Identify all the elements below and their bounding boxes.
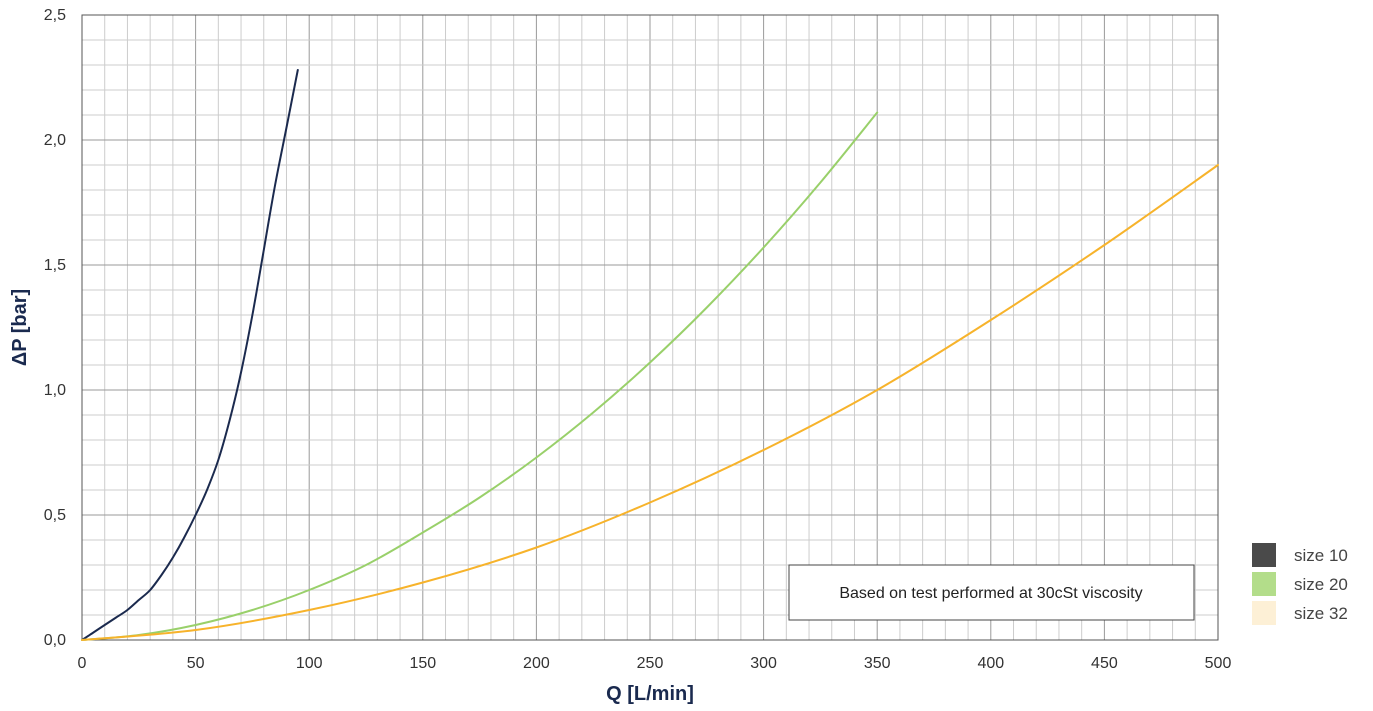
- legend-label: size 32: [1294, 604, 1348, 623]
- x-tick-label: 50: [187, 655, 205, 672]
- y-tick-labels: 0,0 0,5 1,0 1,5 2,0 2,5: [44, 7, 66, 649]
- x-tick-label: 150: [409, 655, 436, 672]
- x-tick-label: 400: [977, 655, 1004, 672]
- y-tick-label: 1,0: [44, 382, 66, 399]
- y-tick-label: 0,5: [44, 507, 66, 524]
- x-tick-label: 200: [523, 655, 550, 672]
- annotation-box: Based on test performed at 30cSt viscosi…: [788, 564, 1195, 621]
- x-tick-label: 500: [1205, 655, 1232, 672]
- y-tick-label: 2,0: [44, 132, 66, 149]
- legend-label: size 20: [1294, 575, 1348, 594]
- plot-frame: [81, 14, 1219, 641]
- x-tick-labels: 0 50 100 150 200 250 300 350 400 450 500: [78, 655, 1232, 672]
- y-axis-title: ΔP [bar]: [9, 289, 31, 366]
- legend-swatch: [1252, 572, 1276, 596]
- legend-swatch: [1252, 601, 1276, 625]
- y-tick-label: 2,5: [44, 7, 66, 24]
- series-line-size-10: [81, 69, 299, 641]
- x-tick-label: 100: [296, 655, 323, 672]
- x-tick-label: 250: [637, 655, 664, 672]
- grid: [82, 15, 1218, 640]
- x-tick-label: 0: [78, 655, 87, 672]
- x-axis-title: Q [L/min]: [606, 683, 694, 705]
- series-line-size-20: [81, 111, 879, 641]
- annotation-text: Based on test performed at 30cSt viscosi…: [839, 585, 1142, 602]
- legend-swatch: [1252, 543, 1276, 567]
- legend-label: size 10: [1294, 546, 1348, 565]
- series-line-size-32: [81, 164, 1219, 641]
- annotation-frame: [788, 564, 1195, 621]
- x-tick-label: 350: [864, 655, 891, 672]
- series-lines: [81, 69, 1219, 641]
- y-tick-label: 0,0: [44, 632, 66, 649]
- x-tick-label: 450: [1091, 655, 1118, 672]
- legend: size 10 size 20 size 32: [1252, 543, 1348, 625]
- x-tick-label: 300: [750, 655, 777, 672]
- y-tick-label: 1,5: [44, 257, 66, 274]
